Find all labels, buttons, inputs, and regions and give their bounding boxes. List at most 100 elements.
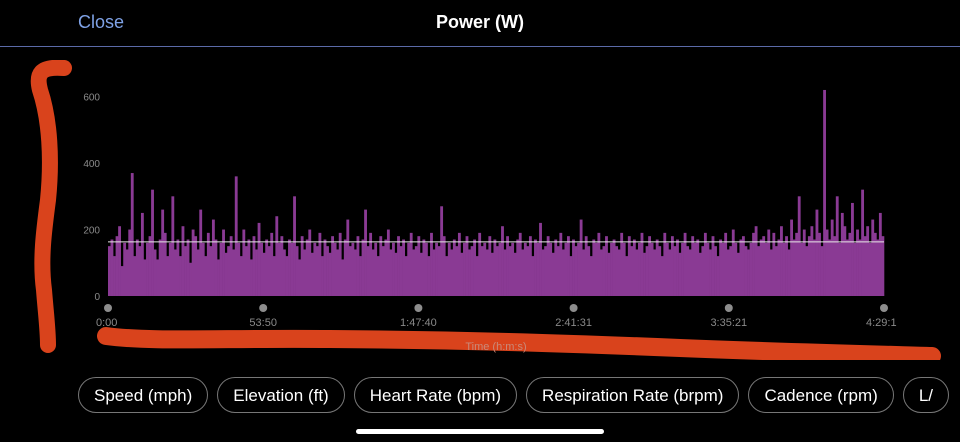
- cadence-pill[interactable]: Cadence (rpm): [748, 377, 894, 413]
- power-sample-bar: [204, 256, 208, 296]
- power-sample-bar: [508, 246, 512, 296]
- power-sample-bar: [564, 242, 568, 296]
- power-sample-bar: [336, 249, 340, 296]
- power-sample-bar: [364, 209, 367, 296]
- page-title: Power (W): [436, 12, 524, 32]
- power-sample-bar: [300, 236, 304, 296]
- power-sample-bar: [592, 239, 596, 296]
- power-sample-bar: [670, 236, 674, 296]
- power-sample-bar: [153, 249, 157, 296]
- heart-rate-pill[interactable]: Heart Rate (bpm): [353, 377, 518, 413]
- power-sample-bar: [757, 246, 761, 296]
- power-sample-bar: [630, 246, 634, 296]
- power-sample-bar: [785, 236, 788, 296]
- power-sample-bar: [597, 232, 601, 296]
- power-sample-bar: [404, 256, 408, 296]
- power-sample-bar: [447, 242, 451, 296]
- power-sample-bar: [759, 239, 763, 296]
- power-sample-bar: [224, 252, 228, 296]
- metric-selector: Speed (mph) Elevation (ft) Heart Rate (bpm…: [78, 377, 958, 415]
- power-sample-bar: [275, 216, 279, 296]
- power-sample-bar: [863, 236, 867, 296]
- power-sample-bar: [617, 249, 621, 296]
- power-sample-bar: [488, 236, 492, 296]
- power-sample-bar: [848, 232, 852, 296]
- x-tick-marker[interactable]: [880, 304, 888, 312]
- power-sample-bar: [351, 242, 355, 296]
- power-sample-bar: [176, 239, 180, 296]
- power-sample-bar: [676, 239, 679, 296]
- power-sample-bar: [800, 242, 804, 296]
- power-sample-bar: [693, 242, 697, 296]
- power-sample-bar: [635, 249, 639, 296]
- power-sample-bar: [747, 249, 750, 296]
- power-sample-bar: [480, 246, 484, 296]
- power-sample-bar: [632, 239, 636, 296]
- power-sample-bar: [257, 222, 261, 296]
- x-tick-marker[interactable]: [104, 304, 112, 312]
- power-sample-bar: [534, 239, 537, 296]
- power-sample-bar: [579, 219, 583, 296]
- power-sample-bar: [714, 246, 717, 296]
- power-sample-bar: [305, 239, 309, 296]
- power-sample-bar: [285, 256, 289, 296]
- power-sample-bar: [719, 239, 722, 296]
- power-sample-bar: [384, 239, 388, 296]
- power-sample-bar: [346, 219, 350, 296]
- elevation-pill[interactable]: Elevation (ft): [217, 377, 345, 413]
- power-sample-bar: [189, 262, 192, 296]
- power-sample-bar: [123, 242, 127, 296]
- x-tick-marker[interactable]: [414, 304, 423, 312]
- power-sample-bar: [610, 242, 613, 296]
- power-sample-bar: [146, 242, 149, 296]
- power-sample-bar: [133, 256, 137, 296]
- power-sample-bar: [242, 229, 246, 296]
- power-sample-bar: [379, 236, 383, 296]
- power-sample-bar: [762, 236, 766, 296]
- respiration-rate-pill[interactable]: Respiration Rate (brpm): [526, 377, 740, 413]
- power-sample-bar: [493, 239, 497, 296]
- power-sample-bar: [523, 242, 527, 296]
- power-sample-bar: [184, 246, 187, 296]
- power-sample-bar: [282, 249, 286, 296]
- next-metric-pill[interactable]: L/: [902, 377, 950, 413]
- power-sample-bar: [280, 236, 284, 296]
- power-sample-bar: [498, 242, 502, 296]
- power-sample-bar: [496, 246, 499, 296]
- power-sample-bar: [835, 196, 839, 296]
- x-tick-marker[interactable]: [724, 304, 733, 312]
- power-sample-bar: [151, 189, 154, 296]
- power-sample-bar: [541, 249, 545, 296]
- power-sample-bar: [511, 242, 515, 296]
- power-sample-bar: [643, 252, 646, 296]
- power-sample-bar: [341, 259, 345, 296]
- power-sample-bar: [356, 236, 360, 296]
- power-sample-bar: [681, 242, 684, 296]
- power-sample-bar: [663, 232, 667, 296]
- power-sample-bar: [209, 246, 213, 296]
- speed-pill[interactable]: Speed (mph): [78, 377, 209, 413]
- power-sample-bar: [729, 246, 733, 296]
- x-tick-marker[interactable]: [569, 304, 578, 312]
- power-sample-bar: [475, 256, 479, 296]
- power-sample-bar: [113, 256, 116, 296]
- power-sample-bar: [353, 249, 357, 296]
- power-sample-bar: [473, 239, 477, 296]
- power-sample-bar: [878, 212, 882, 296]
- close-button[interactable]: Close: [78, 12, 125, 32]
- power-sample-bar: [556, 246, 560, 296]
- power-sample-bar: [217, 259, 220, 296]
- power-sample-bar: [419, 252, 423, 296]
- power-sample-bar: [427, 256, 431, 296]
- power-sample-bar: [442, 236, 446, 296]
- x-tick-marker[interactable]: [259, 304, 268, 312]
- red-annotation-vertical: [30, 60, 72, 353]
- power-sample-bar: [338, 232, 342, 296]
- power-sample-bar: [787, 249, 791, 296]
- power-sample-bar: [435, 242, 438, 296]
- power-sample-bar: [186, 239, 190, 296]
- power-sample-bar: [318, 232, 322, 296]
- power-sample-bar: [412, 249, 416, 296]
- power-sample-bar: [605, 236, 608, 296]
- power-sample-bar: [709, 249, 712, 296]
